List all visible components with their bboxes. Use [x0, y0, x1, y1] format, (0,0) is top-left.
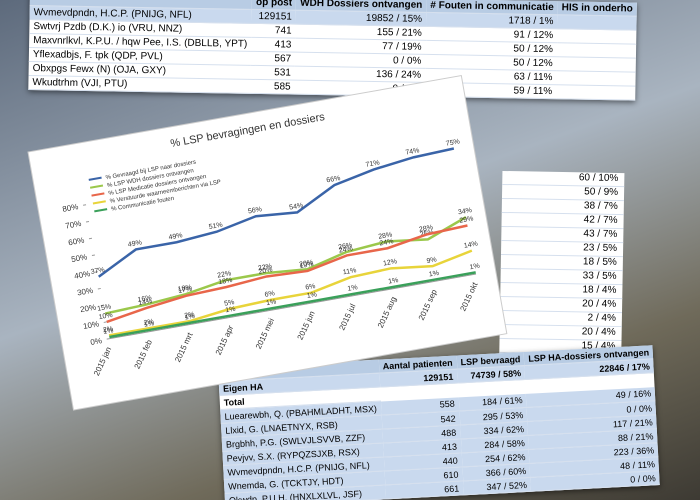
- data-label: 37%: [90, 267, 105, 276]
- data-label: 1%: [347, 284, 358, 293]
- y-tick-label: 10%: [82, 319, 99, 331]
- data-label: 22%: [258, 263, 273, 272]
- y-tick-label: 80%: [62, 202, 79, 214]
- data-label: 11%: [342, 267, 357, 276]
- chart: % LSP bevragingen en dossiers 0%10%20%30…: [27, 75, 508, 411]
- legend-swatch: [89, 184, 104, 189]
- data-label: 34%: [458, 207, 473, 216]
- data-label: 14%: [138, 298, 153, 307]
- data-label: 9%: [426, 256, 437, 265]
- series-line: [97, 147, 455, 278]
- data-label: 24%: [338, 245, 353, 254]
- y-tick-label: 30%: [76, 286, 93, 298]
- y-tick-label: 50%: [71, 252, 88, 264]
- data-label: 12%: [383, 258, 398, 267]
- y-tick-label: 40%: [73, 269, 90, 281]
- data-label: 66%: [326, 175, 341, 184]
- data-label: 1%: [428, 270, 439, 279]
- data-label: 29%: [459, 215, 474, 224]
- data-label: 1%: [184, 313, 195, 322]
- data-label: 1%: [266, 299, 277, 308]
- data-label: 17%: [178, 286, 193, 295]
- data-label: 16%: [137, 295, 152, 304]
- tick-mark: [106, 338, 110, 340]
- data-label: 20%: [258, 266, 273, 275]
- series-line: [109, 271, 476, 339]
- tick-mark: [88, 237, 93, 240]
- data-label: 22%: [217, 270, 232, 279]
- legend-swatch: [88, 176, 102, 181]
- data-label: 49%: [168, 232, 183, 241]
- series-line: [108, 249, 473, 337]
- legend-swatch: [94, 208, 108, 213]
- data-label: 49%: [127, 239, 142, 248]
- data-label: 15%: [97, 303, 112, 312]
- data-label: 54%: [289, 202, 304, 211]
- data-label: 18%: [177, 284, 192, 293]
- y-tick-label: 0%: [90, 336, 103, 347]
- data-label: 18%: [218, 277, 233, 286]
- data-label: 14%: [463, 241, 478, 250]
- data-label: 6%: [305, 283, 316, 292]
- legend-swatch: [92, 200, 106, 205]
- tick-mark: [82, 204, 87, 206]
- data-label: 71%: [365, 159, 380, 168]
- data-label: 1%: [388, 277, 399, 286]
- data-label: 2%: [103, 326, 114, 335]
- chart-frame: [27, 75, 508, 411]
- data-label: 10%: [98, 312, 113, 321]
- data-label: 6%: [264, 290, 275, 299]
- tick-mark: [103, 321, 107, 323]
- y-tick-label: 70%: [65, 219, 82, 231]
- data-label: 19%: [299, 261, 314, 270]
- tick-mark: [100, 304, 104, 307]
- data-label: 51%: [208, 222, 223, 231]
- data-label: 28%: [378, 231, 393, 240]
- data-label: 1%: [306, 291, 317, 300]
- y-tick-label: 60%: [68, 236, 85, 248]
- y-tick-label: 20%: [79, 303, 96, 315]
- series-line: [106, 224, 468, 324]
- data-label: 28%: [419, 224, 434, 233]
- data-label: 24%: [379, 238, 394, 247]
- data-label: 20%: [299, 259, 314, 268]
- legend-swatch: [91, 192, 105, 197]
- tick-mark: [97, 287, 101, 290]
- data-label: 5%: [224, 299, 235, 308]
- data-label: 1%: [103, 327, 114, 336]
- data-label: 74%: [405, 147, 420, 156]
- tick-mark: [91, 254, 95, 256]
- tick-mark: [85, 220, 90, 223]
- tick-mark: [94, 271, 98, 273]
- data-label: 2%: [184, 311, 195, 320]
- data-label: 2%: [143, 318, 154, 327]
- data-label: 1%: [144, 320, 155, 329]
- data-label: 75%: [445, 138, 460, 147]
- data-label: 1%: [469, 263, 480, 272]
- data-label: 26%: [338, 242, 353, 251]
- x-axis: [109, 273, 477, 340]
- data-label: 1%: [225, 306, 236, 315]
- data-label: 56%: [247, 206, 262, 215]
